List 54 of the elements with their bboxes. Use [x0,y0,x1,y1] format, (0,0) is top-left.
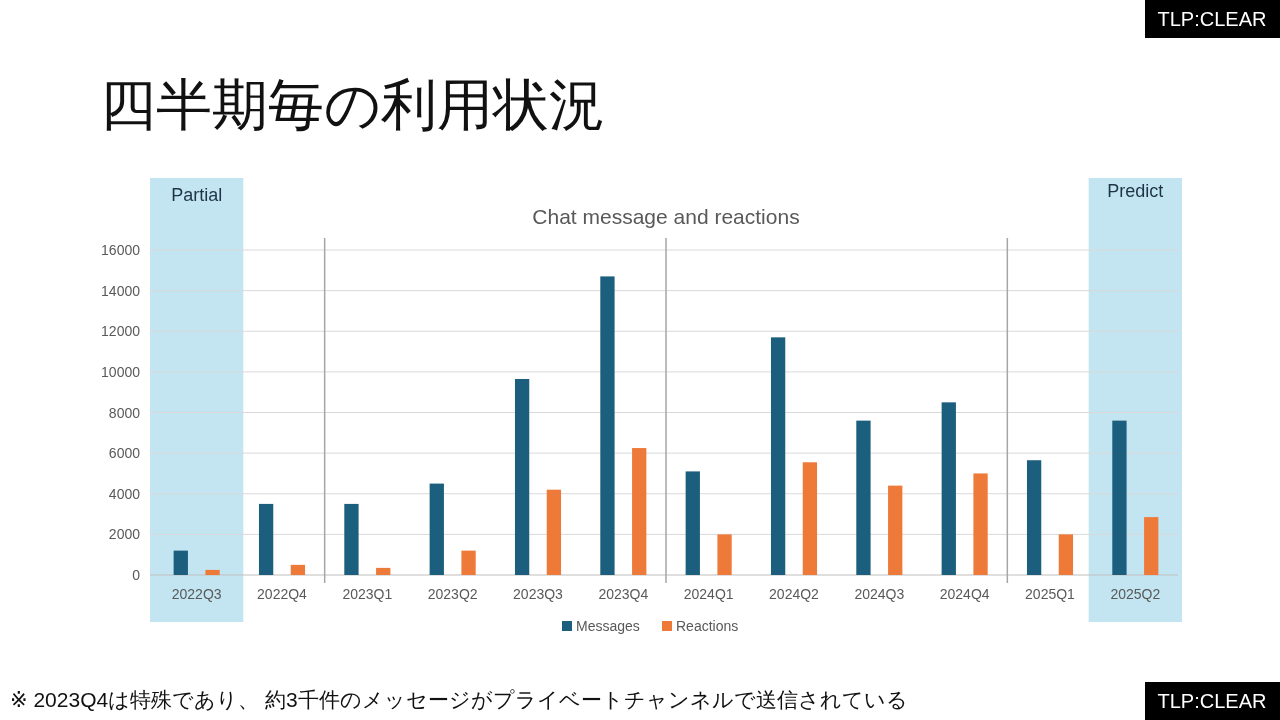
y-tick-label: 16000 [101,242,141,258]
bar [632,448,647,575]
x-tick-label: 2022Q4 [257,586,308,602]
chart-subtitle: Chat message and reactions [532,205,800,228]
legend-label: Reactions [676,618,739,634]
y-tick-label: 4000 [108,485,141,502]
bar [717,534,732,575]
x-tick-label: 2024Q3 [854,586,905,602]
bar [685,471,700,575]
bar [290,564,306,575]
bar [258,503,274,575]
x-tick-label: 2025Q1 [1025,586,1076,602]
bar [205,569,220,575]
bar [514,378,530,575]
x-tick-label: 2023Q4 [598,586,649,602]
y-tick-label: 0 [132,567,141,583]
bar [461,550,476,575]
x-tick-label: 2025Q2 [1110,586,1161,602]
bar [376,567,391,575]
band-label: Predict [1107,181,1164,201]
y-tick-label: 12000 [101,323,141,340]
bar [1058,534,1074,575]
bar [546,489,562,575]
bar [1112,420,1127,575]
x-tick-label: 2023Q3 [513,586,564,602]
bar [770,337,786,575]
y-tick-label: 14000 [101,282,141,299]
text: ※ 2023Q4は特殊であり、 約3千件のメッセージがプライベートチャンネルで送信されている [10,688,908,711]
x-tick-label: 2023Q2 [427,586,478,602]
legend-label: Messages [576,618,640,634]
x-tick-label: 2024Q1 [683,586,734,602]
bar [1026,460,1042,575]
bar [856,420,871,575]
y-tick-label: 8000 [108,404,141,421]
y-tick-label: 10000 [101,363,141,380]
text: TLP:CLEAR [1157,8,1267,30]
bar [802,462,818,575]
bar [941,402,956,575]
bar [600,276,615,575]
bar [173,550,188,575]
bar [1144,517,1159,575]
y-tick-label: 2000 [108,526,141,543]
x-tick-label: 2024Q2 [769,586,820,602]
band-label: Partial [171,185,223,205]
bar [344,503,359,575]
x-tick-label: 2024Q4 [939,586,990,602]
x-tick-label: 2022Q3 [171,586,222,602]
bar [973,473,988,575]
text: TLP:CLEAR [1157,690,1267,712]
bar [888,485,903,575]
bar [429,483,444,575]
x-tick-label: 2023Q1 [342,586,393,602]
chart-title: 四半期毎の利用状況 [100,73,605,136]
y-tick-label: 6000 [108,445,141,462]
